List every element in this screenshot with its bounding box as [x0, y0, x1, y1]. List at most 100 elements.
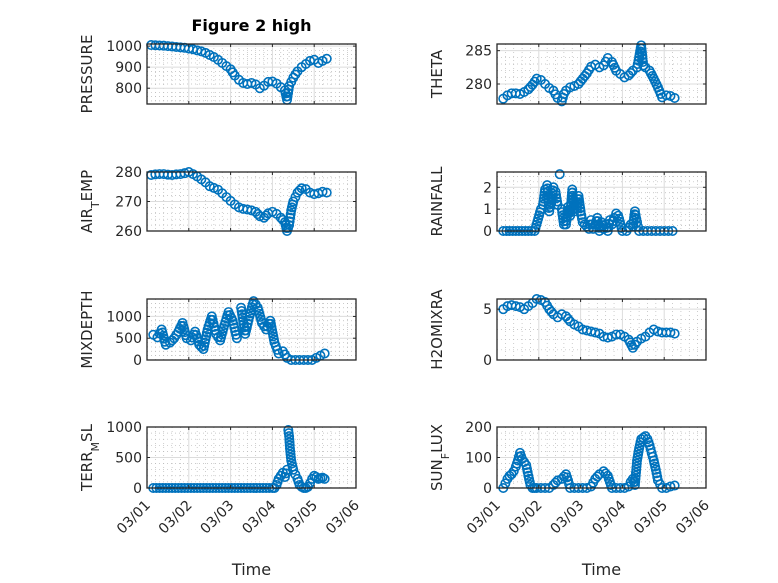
x-axis-label: Time: [581, 560, 621, 579]
data-point: [576, 209, 587, 220]
data-point: [629, 206, 640, 217]
axes-frame: [496, 43, 707, 105]
data-point: [600, 468, 611, 479]
data-point: [282, 91, 293, 102]
axes-frame: [146, 43, 357, 105]
data-point: [669, 328, 680, 339]
x-tick-label: 03/02: [156, 498, 196, 538]
y-axis-label: AIRTEMP: [78, 170, 102, 233]
axes-8: 0 100 200 03/01 03/02 03/03 03/04 03/05 03/06 SUN…: [428, 420, 713, 579]
data-point: [319, 473, 330, 484]
x-axis-label: Time: [231, 560, 271, 579]
data-point: [576, 213, 587, 224]
y-axis-label: THETA: [428, 49, 446, 99]
y-axis-label: PRESSURE: [78, 35, 96, 114]
data-point: [294, 185, 305, 196]
axes-background: [147, 44, 356, 104]
y-tick-label: 100: [465, 451, 492, 467]
data-point: [284, 216, 295, 227]
data-point: [563, 313, 574, 324]
axes-5: 0 500 1000 MIXDEPTH: [78, 290, 357, 369]
y-tick-label: 0: [483, 353, 492, 369]
y-axis-label: RAINFALL: [428, 166, 446, 237]
data-series: [146, 167, 332, 237]
x-tick-label: 03/01: [464, 498, 504, 538]
data-point: [288, 464, 299, 475]
data-point: [602, 332, 613, 343]
data-point: [638, 60, 649, 71]
y-tick-label: 5: [483, 302, 492, 318]
data-point: [282, 464, 293, 475]
data-point: [625, 68, 636, 79]
y-tick-label: 0: [133, 353, 142, 369]
data-point: [554, 169, 565, 180]
data-point: [669, 93, 680, 104]
y-tick-label: 280: [465, 77, 492, 93]
data-point: [283, 87, 294, 98]
data-series: [498, 431, 680, 493]
data-point: [321, 187, 332, 198]
data-point: [560, 219, 571, 230]
y-tick-label: 200: [465, 420, 492, 436]
x-tick-label: 03/02: [506, 498, 546, 538]
axes-frame: [496, 171, 707, 232]
data-point: [575, 206, 586, 217]
axes-2: 280 285 THETA: [428, 40, 707, 107]
data-point: [636, 40, 647, 51]
data-point: [231, 333, 242, 344]
y-tick-label: 500: [115, 451, 142, 467]
chart-title: Figure 2 high: [192, 16, 312, 35]
x-tick-label: 03/01: [114, 498, 154, 538]
x-tick-label: 03/05: [281, 498, 321, 538]
data-point: [565, 82, 576, 93]
data-point: [636, 46, 647, 57]
data-point: [546, 306, 557, 317]
y-tick-label: 0: [133, 481, 142, 497]
y-tick-label: 800: [115, 81, 142, 97]
data-series: [148, 296, 330, 365]
x-tick-label: 03/03: [548, 498, 588, 538]
x-tick-label: 03/03: [198, 498, 238, 538]
x-tick-label: 03/05: [631, 498, 671, 538]
data-point: [611, 208, 622, 219]
y-tick-label: 1: [483, 202, 492, 218]
y-axis-label: H2OMIXRA: [428, 289, 446, 370]
x-tick-label: 03/06: [323, 497, 363, 537]
y-tick-label: 2: [483, 180, 492, 196]
y-axis-label: MIXDEPTH: [78, 290, 96, 368]
y-tick-label: 1000: [106, 420, 142, 436]
data-point: [543, 203, 554, 214]
axes-7: 0 500 1000 03/01 03/02 03/03 03/04 03/05 03/06 TE…: [78, 420, 363, 579]
axes-1: 800 900 1000 PRESSURE Figure 2 high: [78, 16, 357, 114]
data-point: [637, 53, 648, 64]
data-point: [542, 180, 553, 191]
y-tick-label: 280: [115, 165, 142, 181]
data-point: [669, 480, 680, 491]
x-tick-label: 03/04: [239, 497, 279, 537]
y-tick-label: 1000: [106, 39, 142, 55]
data-point: [665, 481, 676, 492]
y-tick-label: 1000: [106, 309, 142, 325]
axes-frame: [496, 298, 707, 361]
data-point: [510, 301, 521, 312]
axes-3: 260 270 280 AIRTEMP: [78, 165, 357, 240]
data-point: [321, 53, 332, 64]
data-point: [284, 220, 295, 231]
axes-frame: [146, 298, 357, 361]
data-point: [317, 186, 328, 197]
data-point: [296, 183, 307, 194]
data-series: [146, 40, 332, 105]
data-point: [285, 212, 296, 223]
y-tick-label: 0: [483, 224, 492, 240]
data-point: [665, 327, 676, 338]
axes-4: 0 1 2 RAINFALL: [428, 166, 707, 240]
y-tick-label: 500: [115, 331, 142, 347]
data-series: [498, 40, 680, 107]
data-point: [637, 56, 648, 67]
data-point: [630, 209, 641, 220]
data-point: [285, 209, 296, 220]
data-point: [531, 73, 542, 84]
axes-6: 0 5 H2OMIXRA: [428, 289, 707, 370]
y-axis-label: TERRMSL: [78, 423, 102, 492]
